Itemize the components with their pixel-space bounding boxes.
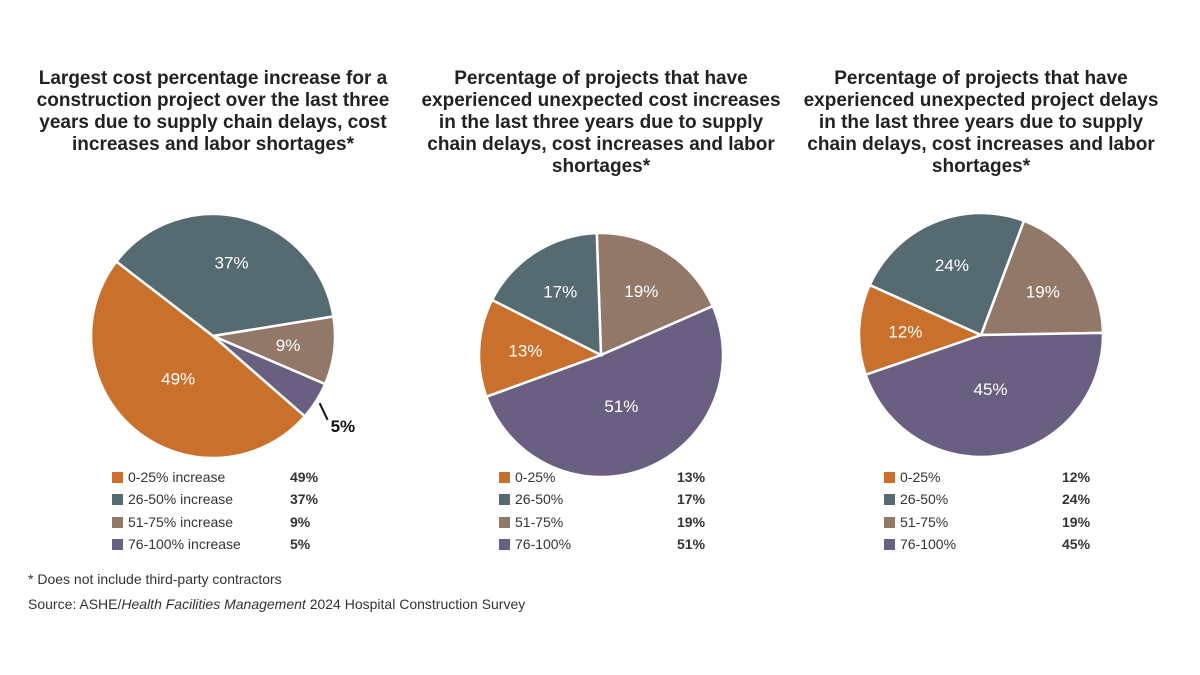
legend-swatch [499,538,510,550]
pie-3-data-label: 12% [888,323,922,342]
pie-1-data-label: 5% [331,417,356,436]
legend-value: 45% [1062,535,1091,552]
pie-2-slice-76-100 [484,304,725,479]
legend-label: 26-50% [900,491,949,508]
pie-1-leader-line [318,402,329,421]
pie-2-data-label: 17% [543,282,577,301]
legend-swatch [112,538,123,550]
legend-swatch [884,538,895,550]
pie-3-slice-26-50 [868,211,1026,337]
legend-label: 26-50% [515,491,564,508]
source-prefix: Source: ASHE/ [28,596,122,612]
pie-3-slice-76-100 [864,331,1105,459]
legend-swatch [499,516,510,528]
legend-label: 51-75% increase [128,513,234,530]
pie-2-slice-26-50 [490,231,603,358]
legend-label: 26-50% increase [128,491,234,508]
legend-swatch [499,494,510,506]
legend-value: 17% [677,491,706,508]
source-suffix: 2024 Hospital Construction Survey [305,596,526,612]
legend-swatch [884,516,895,528]
pie-3-slice-51-75 [979,219,1105,337]
legend-swatch [884,472,895,483]
legend-label: 76-100% [515,535,572,552]
pie-2-data-label: 13% [508,342,542,361]
legend-value: 19% [1062,513,1091,530]
pie-3-data-label: 24% [935,256,969,275]
legend-swatch [112,494,123,506]
pie-1-data-label: 37% [215,254,249,273]
pie-1-data-label: 9% [276,336,301,355]
footnote: * Does not include third-party contracto… [28,571,282,587]
legend-value: 9% [290,513,311,530]
legend-label: 0-25% [900,469,941,485]
legend-label: 76-100% [900,535,957,552]
legend-value: 19% [677,513,706,530]
pie-3-data-label: 45% [974,380,1008,399]
pie-3-slice-0-25 [857,283,985,377]
legend-swatch [884,494,895,506]
pie-1-data-label: 49% [161,369,195,388]
legend-value: 49% [290,469,319,485]
pie-2-slice-51-75 [595,231,715,357]
legend-value: 5% [290,535,311,552]
legend-label: 51-75% [900,513,949,530]
legend-swatch [112,472,123,483]
legend-label: 0-25% increase [128,469,226,485]
pie-2-data-label: 19% [624,282,658,301]
pie-2-data-label: 51% [604,397,638,416]
legend-value: 24% [1062,491,1091,508]
pie-3-data-label: 19% [1026,282,1060,301]
source-note: Source: ASHE/Health Facilities Managemen… [28,596,525,612]
legend-swatch [112,516,123,528]
legend-label: 51-75% [515,513,564,530]
legend-swatch [499,472,510,483]
chart-title-2: Percentage of projects that have experie… [421,68,781,177]
legend-label: 0-25% [515,469,556,485]
chart-title-3: Percentage of projects that have experie… [803,68,1159,177]
chart-title-1: Largest cost percentage increase for a c… [36,68,390,155]
legend-value: 13% [677,469,706,485]
legend-label: 76-100% increase [128,535,241,552]
source-publication: Health Facilities Management [121,596,306,612]
pie-1-slice-0-25 [89,259,307,460]
pie-2-slice-0-25 [477,298,605,399]
pie-1-slice-26-50 [114,212,335,338]
legend-value: 12% [1062,469,1091,485]
legend-value: 37% [290,491,319,508]
legend-value: 51% [677,535,706,552]
